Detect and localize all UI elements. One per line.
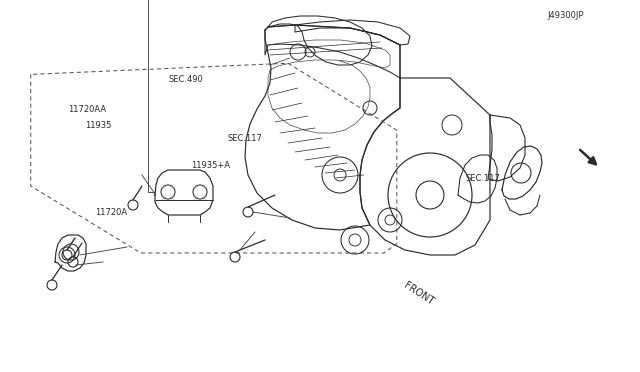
Text: SEC.117: SEC.117 bbox=[465, 174, 500, 183]
Text: 11935+A: 11935+A bbox=[191, 161, 230, 170]
Text: 11935: 11935 bbox=[85, 121, 111, 130]
Text: 11720A: 11720A bbox=[95, 208, 127, 217]
Text: SEC.117: SEC.117 bbox=[228, 134, 262, 143]
Text: J49300JP: J49300JP bbox=[547, 11, 584, 20]
Text: SEC.490: SEC.490 bbox=[168, 75, 203, 84]
Text: FRONT: FRONT bbox=[402, 280, 435, 307]
Text: 11720AA: 11720AA bbox=[68, 105, 107, 114]
